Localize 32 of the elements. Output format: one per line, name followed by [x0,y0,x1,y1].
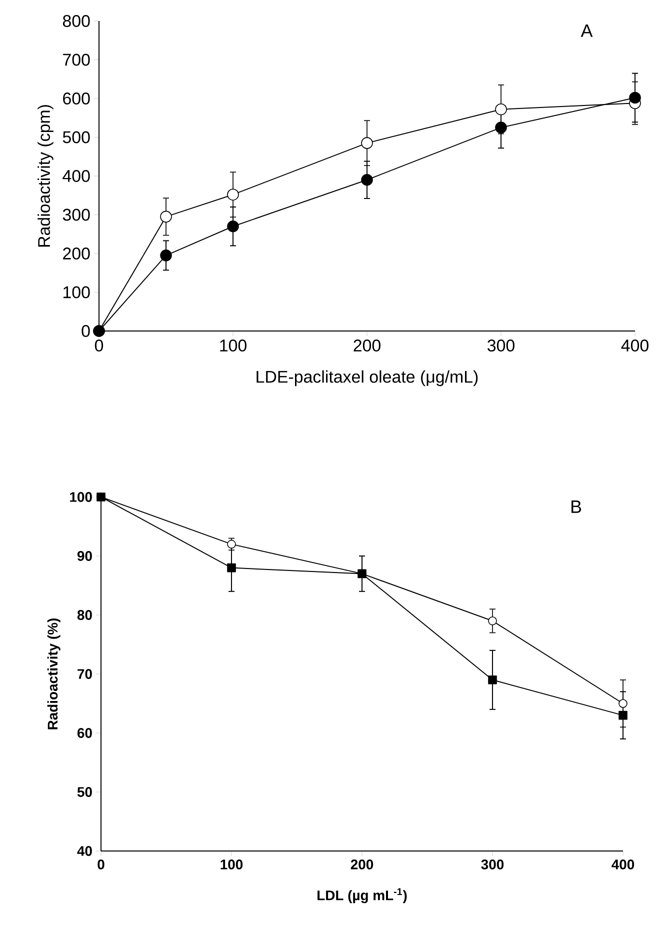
x-tick-label: 200 [350,860,374,870]
x-tick-label: 200 [354,340,380,352]
x-tick-label: 300 [488,340,514,352]
y-tick-label: 70 [78,669,92,679]
y-tick-label: 90 [77,551,92,561]
y-tick-label: 60 [77,728,92,738]
y-tick-label: 50 [77,787,92,797]
x-tick-label: 300 [481,860,504,870]
y-tick-label: 300 [62,208,90,221]
x-tick-label: 400 [612,860,634,870]
x-tick-label: 100 [220,340,246,352]
x-tick-label: 0 [98,860,104,870]
y-tick-label: 600 [63,92,90,104]
y-tick-label: 40 [77,846,92,856]
x-axis-title: LDL (µg mL$^{-1}$) [318,888,407,904]
y-tick-label: 100 [64,286,90,298]
y-tick-label: 80 [77,610,92,620]
y-tick-label: 500 [62,131,90,144]
y-axis-title: Radioactivity (cpm) [38,105,54,247]
annotation: B [572,500,582,513]
y-tick-label: 700 [63,54,90,66]
y-tick-label: 0 [82,324,90,337]
y-axis-title: Radioactivity (%) [47,618,60,730]
y-tick-label: 200 [63,247,90,260]
y-tick-label: 400 [62,170,90,182]
y-tick-label: 800 [62,14,90,27]
x-tick-label: 400 [621,340,648,352]
x-tick-label: 0 [94,340,104,352]
x-axis-title: LDE-paclitaxel oleate (μg/mL) [256,370,478,386]
y-tick-label: 100 [70,492,92,502]
x-tick-label: 100 [220,860,243,870]
annotation: A [580,24,593,37]
